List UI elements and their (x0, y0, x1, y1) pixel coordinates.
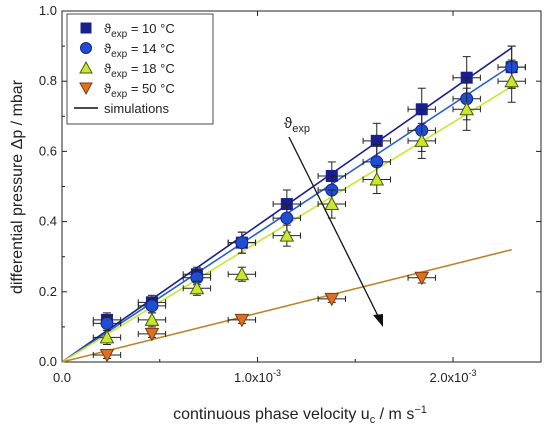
marker-triangle-up (459, 101, 475, 116)
marker-square (80, 22, 92, 34)
legend-simulation-label: simulations (104, 101, 170, 116)
data-point (317, 292, 346, 307)
data-point (272, 224, 302, 247)
marker-circle (280, 211, 294, 225)
marker-triangle-up (234, 266, 250, 281)
legend-label: ϑexp = 10 °C (104, 21, 175, 40)
data-point (182, 280, 212, 296)
marker-triangle-down (99, 348, 115, 363)
data-point (137, 312, 167, 328)
data-point (362, 164, 391, 195)
data-point (452, 87, 481, 131)
data-point (317, 189, 346, 219)
x-axis-title: continuous phase velocity uc / m s−1 (173, 404, 427, 426)
marker-triangle-down (414, 271, 430, 286)
annotation-arrow-line (288, 136, 381, 321)
y-tick-label: 0.8 (39, 73, 57, 88)
data-point (497, 59, 526, 103)
legend-label: ϑexp = 50 °C (104, 81, 175, 100)
marker-triangle-up (324, 196, 340, 211)
marker-triangle-down (144, 327, 160, 342)
data-points (92, 45, 526, 363)
marker-triangle-down (79, 82, 93, 96)
annotation-label: ϑ (284, 115, 293, 132)
y-tick-label: 0.6 (39, 143, 57, 158)
data-point (137, 327, 167, 342)
annotation-sub: exp (292, 123, 310, 135)
data-point (227, 313, 257, 328)
legend-label: ϑexp = 18 °C (104, 61, 175, 80)
marker-triangle-down (324, 292, 340, 307)
marker-triangle-up (369, 171, 385, 186)
marker-circle (145, 299, 159, 313)
legend-label: ϑexp = 14 °C (104, 41, 175, 60)
data-point (227, 231, 257, 254)
y-axis-title: differential pressure Δp / mbar (9, 79, 26, 294)
y-tick-label: 0.0 (39, 354, 57, 369)
x-tick-label: 2.0x10-3 (429, 368, 476, 385)
data-point (92, 329, 122, 345)
marker-triangle-up (504, 73, 520, 88)
annotation-arrow-head (373, 314, 383, 327)
temperature-annotation: ϑexp (284, 115, 383, 327)
y-tick-label: 0.4 (39, 214, 57, 229)
marker-triangle-up (414, 133, 430, 147)
axis-ticks: 0.0 0.2 0.4 0.6 0.8 1.0 0.0 1.0x10-3 2.0x10-3 (39, 3, 541, 385)
marker-triangle-up (99, 329, 115, 344)
y-tick-label: 1.0 (39, 3, 57, 18)
x-tick-label: 1.0x10-3 (234, 368, 281, 385)
data-point (227, 266, 257, 282)
data-point (137, 298, 167, 314)
marker-triangle-up (144, 312, 160, 326)
data-point (407, 271, 436, 286)
marker-triangle-down (234, 313, 250, 328)
data-point (407, 122, 436, 159)
marker-circle (235, 236, 249, 250)
marker-circle (100, 316, 114, 330)
marker-triangle-up (279, 228, 295, 242)
svg-text:ϑexp: ϑexp (284, 115, 310, 135)
data-point (92, 348, 122, 363)
simulation-line (61, 248, 512, 363)
data-point (92, 315, 122, 331)
marker-triangle-up (189, 280, 205, 295)
x-tick-label: 0.0 (53, 370, 71, 385)
y-tick-label: 0.2 (39, 284, 57, 299)
marker-circle (80, 42, 92, 54)
marker-triangle-up (79, 60, 93, 74)
